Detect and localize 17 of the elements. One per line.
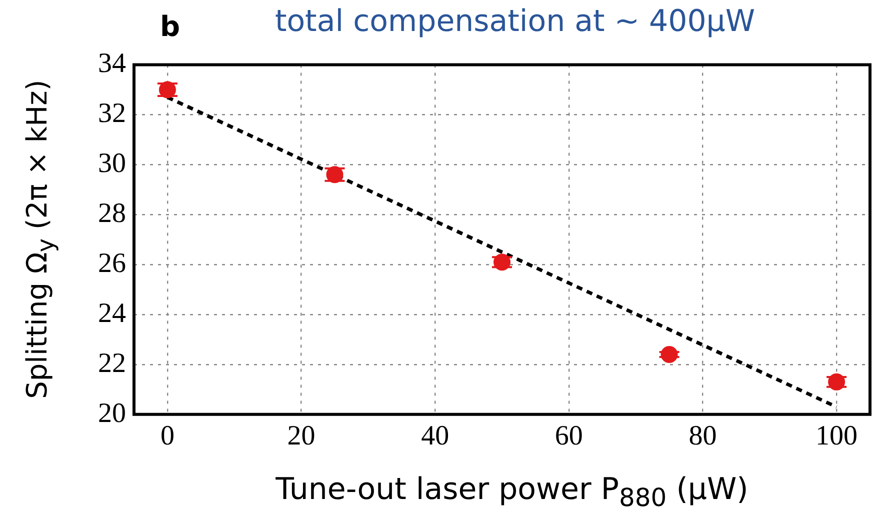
y-tick-label: 30 [98,148,126,180]
x-axis-title: Tune-out laser power P$_{880}$ (μW) [274,472,750,512]
y-tick-label: 32 [98,98,126,130]
x-tick-label: 60 [554,420,583,452]
x-tick-label: 80 [688,420,717,452]
x-tick-label: 20 [287,420,316,452]
x-tick-label: 40 [421,420,450,452]
y-tick-label: 34 [98,48,126,80]
x-tick-label: 100 [816,420,858,452]
y-tick-label: 22 [98,348,126,379]
text: b [160,10,180,43]
y-tick-label: 28 [98,198,126,229]
x-tick-label: 0 [160,420,174,452]
y-tick-label: 24 [98,298,126,329]
y-tick-label: 20 [98,398,126,429]
chart-title: total compensation at ~ 400μW [274,4,756,39]
y-tick-label: 26 [98,248,126,279]
